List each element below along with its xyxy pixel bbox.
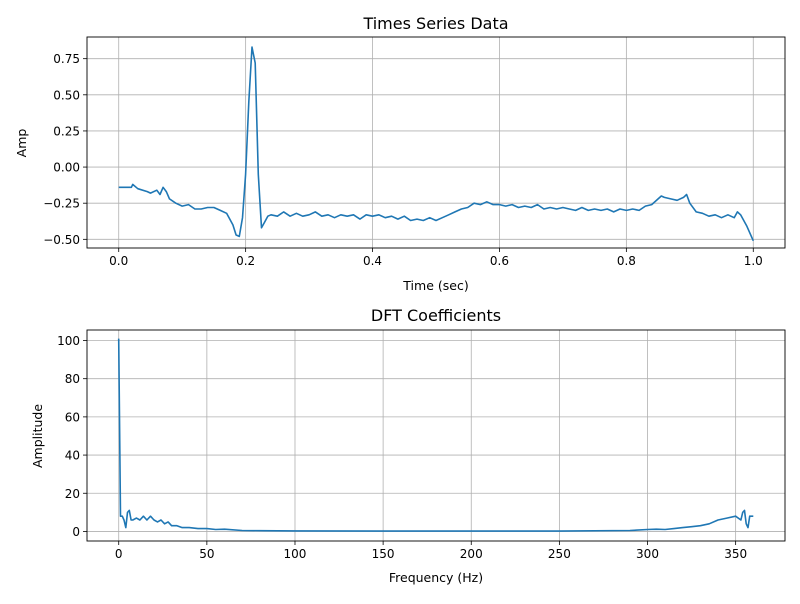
axes-frame xyxy=(86,329,786,542)
x-tick-label: 0.4 xyxy=(363,254,382,268)
x-tick-label: 0.2 xyxy=(236,254,255,268)
x-tick-label: 150 xyxy=(372,547,395,561)
x-tick-label: 0.6 xyxy=(490,254,509,268)
x-tick-label: 0.0 xyxy=(109,254,128,268)
series-line xyxy=(118,46,755,242)
y-tick-label: 0.75 xyxy=(53,52,80,66)
y-tick-label: 0.25 xyxy=(53,124,80,138)
grid xyxy=(87,37,785,248)
axes-frame xyxy=(86,36,786,249)
series-line xyxy=(117,338,754,532)
y-tick-label: −0.50 xyxy=(43,233,80,247)
y-tick-label: 0.00 xyxy=(53,161,80,175)
x-tick-label: 300 xyxy=(636,547,659,561)
y-tick-label: 0 xyxy=(72,525,80,539)
x-axis-label: Frequency (Hz) xyxy=(389,570,483,585)
x-tick-label: 250 xyxy=(548,547,571,561)
y-axis-label: Amp xyxy=(14,129,29,158)
time-series-axes: Times Series Data Time (sec) Amp 0.0 0.2 0… xyxy=(14,14,786,293)
x-tick-label: 200 xyxy=(460,547,483,561)
y-tick-label: −0.25 xyxy=(43,197,80,211)
y-tick-label: 0.50 xyxy=(53,88,80,102)
y-tick-label: 60 xyxy=(65,410,80,424)
x-tick-label: 1.0 xyxy=(744,254,763,268)
x-axis-label: Time (sec) xyxy=(402,278,468,293)
chart-title: Times Series Data xyxy=(362,14,508,33)
x-tick-label: 100 xyxy=(284,547,307,561)
x-tick-label: 350 xyxy=(724,547,747,561)
chart-title: DFT Coefficients xyxy=(371,306,501,325)
x-tick-label: 50 xyxy=(199,547,214,561)
x-tick-label: 0 xyxy=(115,547,123,561)
grid xyxy=(87,330,785,541)
y-tick-label: 20 xyxy=(65,487,80,501)
y-axis-label: Amplitude xyxy=(30,404,45,468)
y-tick-label: 80 xyxy=(65,372,80,386)
x-tick-label: 0.8 xyxy=(617,254,636,268)
dft-axes: DFT Coefficients Frequency (Hz) Amplitud… xyxy=(30,306,786,585)
y-tick-label: 100 xyxy=(57,334,80,348)
y-tick-label: 40 xyxy=(65,449,80,463)
